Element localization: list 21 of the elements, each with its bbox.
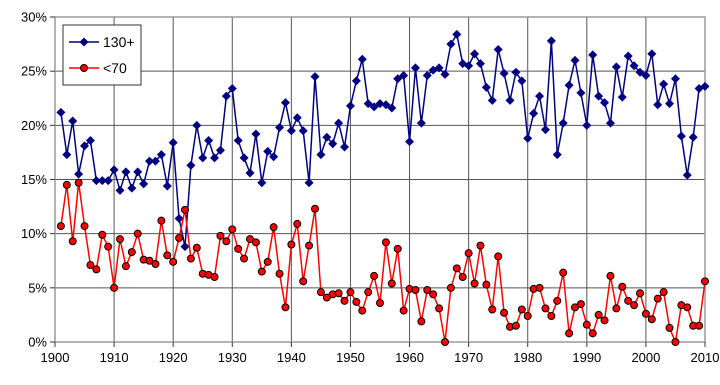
y-tick-label: 25% [20,64,48,79]
y-tick-label: 15% [20,172,48,188]
x-tick-label: 1950 [336,350,365,365]
x-tick-label: 2000 [631,350,660,365]
y-tick-label: 5% [28,280,48,296]
x-tick-label: 1910 [100,350,129,365]
x-tick-label: 1990 [572,350,602,365]
x-tick-label: 1980 [513,350,542,365]
y-tick-label: 20% [20,118,48,133]
x-tick-label: 1900 [40,350,70,365]
x-tick-label: 2010 [690,350,720,365]
x-tick-label: 1970 [454,350,484,365]
x-tick-label: 1930 [218,350,247,365]
x-tick-label: 1920 [158,350,188,365]
x-tick-label: 1940 [276,350,306,365]
y-tick-label: 10% [20,226,48,242]
legend-label: <70 [103,60,127,76]
legend-label: 130+ [103,34,135,50]
y-tick-label: 0% [28,334,48,350]
y-tick-label: 30% [20,10,48,25]
x-tick-label: 1960 [395,350,424,365]
